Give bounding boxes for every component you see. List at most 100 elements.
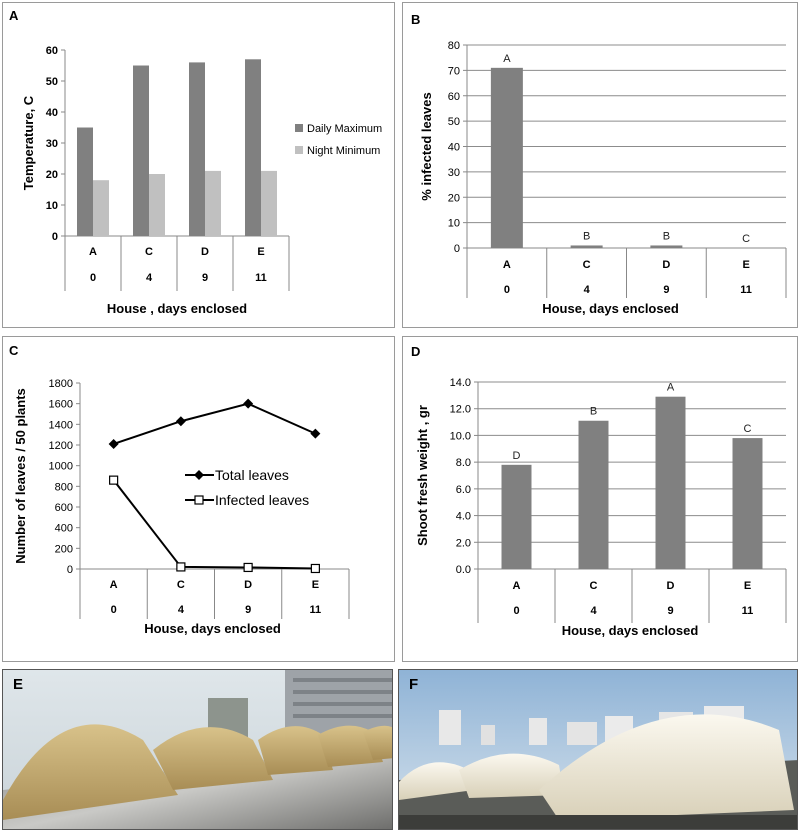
y-tick-label: 0: [52, 231, 58, 243]
y-tick-label: 40: [448, 142, 460, 154]
x-subcategory-label: 4: [178, 604, 185, 616]
x-subcategory-label: 9: [202, 272, 208, 284]
y-tick-label: 14.0: [450, 377, 471, 389]
chart-panel-d: D 0.0 2.0 4.0 6.0 8.0 10.0 12.0 14.0 A 0 C 4 D 9 E 11 Ho…: [402, 336, 798, 662]
x-subcategory-label: 4: [590, 605, 597, 617]
x-category-label: A: [513, 580, 521, 592]
y-axis-title: % infected leaves: [419, 92, 434, 200]
significance-label: A: [503, 53, 511, 65]
y-axis-title: Temperature, C: [21, 95, 36, 190]
data-point: [108, 438, 119, 449]
y-tick-label: 20: [46, 169, 58, 181]
legend-label: Total leaves: [215, 467, 289, 483]
y-tick-label: 1200: [49, 440, 73, 452]
y-tick-label: 60: [46, 45, 58, 57]
x-category-label: D: [662, 259, 670, 271]
series-line: [112, 479, 316, 570]
legend-swatch: [295, 146, 303, 154]
photo-panel-f: F: [398, 669, 798, 830]
y-tick-label: 30: [448, 167, 460, 179]
bar: [77, 127, 93, 236]
legend-marker: [194, 495, 204, 505]
x-category-label: D: [667, 580, 675, 592]
x-subcategory-label: 0: [504, 284, 510, 296]
y-tick-label: 10.0: [450, 430, 471, 442]
bar: [732, 438, 763, 569]
chart-a-svg: A 0 10 20 30 40 50 60 A 0 C 4 D 9 E 11 House , days enc…: [9, 8, 382, 316]
significance-label: A: [667, 382, 675, 394]
bar: [490, 67, 523, 249]
significance-label: C: [744, 423, 752, 435]
chart-c-svg: C 0 200 400 600 800 1000 1200 1400 1600 1800 A 0 C 4 D…: [9, 343, 350, 636]
y-tick-label: 4.0: [456, 511, 471, 523]
y-tick-label: 2.0: [456, 537, 471, 549]
significance-label: C: [742, 233, 750, 245]
data-point: [310, 563, 320, 574]
significance-label: B: [590, 406, 597, 418]
x-subcategory-label: 0: [513, 605, 519, 617]
y-tick-label: 12.0: [450, 404, 471, 416]
y-axis-title: Number of leaves / 50 plants: [13, 388, 28, 564]
bar: [189, 62, 205, 237]
data-point: [175, 416, 186, 427]
x-subcategory-label: 9: [245, 604, 251, 616]
x-subcategory-label: 0: [111, 604, 117, 616]
data-point: [176, 562, 186, 572]
greenhouse-tunnels-photo: [399, 670, 797, 829]
panel-letter: B: [411, 12, 420, 27]
y-tick-label: 40: [46, 107, 58, 119]
data-point: [310, 428, 321, 439]
bar: [93, 180, 109, 236]
bar: [578, 420, 609, 569]
y-tick-label: 50: [448, 116, 460, 128]
x-category-label: D: [244, 579, 252, 591]
x-subcategory-label: 11: [742, 605, 754, 617]
data-point: [243, 398, 254, 409]
y-tick-label: 10: [46, 200, 58, 212]
chart-panel-c: C 0 200 400 600 800 1000 1200 1400 1600 1800 A 0 C 4 D…: [2, 336, 395, 662]
x-axis-title: House, days enclosed: [542, 301, 679, 316]
y-tick-label: 200: [55, 543, 73, 555]
y-tick-label: 1800: [49, 378, 73, 390]
data-point: [109, 475, 119, 485]
x-category-label: E: [257, 246, 264, 258]
x-axis-title: House, days enclosed: [144, 621, 281, 636]
legend-label: Daily Maximum: [307, 123, 382, 135]
bar: [501, 464, 532, 569]
significance-label: B: [663, 230, 670, 242]
y-tick-label: 0: [67, 564, 73, 576]
y-tick-label: 800: [55, 481, 73, 493]
panel-letter: D: [411, 344, 420, 359]
y-tick-label: 6.0: [456, 484, 471, 496]
x-subcategory-label: 4: [146, 272, 153, 284]
bar: [261, 170, 277, 236]
chart-panel-b: B 0 10 20 30 40 50 60 70 80 A 0 C 4 D 9 E 11 House, days …: [402, 2, 798, 328]
significance-label: B: [583, 230, 590, 242]
legend-label: Night Minimum: [307, 145, 380, 157]
x-category-label: C: [583, 259, 591, 271]
y-tick-label: 60: [448, 91, 460, 103]
panel-letter: A: [9, 8, 19, 23]
x-subcategory-label: 11: [255, 272, 267, 284]
y-tick-label: 8.0: [456, 457, 471, 469]
x-subcategory-label: 0: [90, 272, 96, 284]
x-category-label: D: [201, 246, 209, 258]
y-tick-label: 400: [55, 523, 73, 535]
y-tick-label: 30: [46, 138, 58, 150]
x-category-label: E: [742, 259, 749, 271]
bar: [133, 65, 149, 236]
photo-panel-e: E: [2, 669, 393, 830]
legend-marker: [194, 470, 204, 480]
y-tick-label: 50: [46, 76, 58, 88]
x-category-label: C: [145, 246, 153, 258]
significance-label: D: [513, 450, 521, 462]
x-subcategory-label: 11: [740, 284, 752, 296]
y-tick-label: 1600: [49, 399, 73, 411]
y-tick-label: 1000: [49, 461, 73, 473]
x-category-label: A: [89, 246, 97, 258]
legend-label: Infected leaves: [215, 492, 309, 508]
x-subcategory-label: 11: [310, 604, 322, 616]
x-category-label: E: [312, 579, 319, 591]
y-axis-title: Shoot fresh weight , gr: [415, 405, 430, 546]
x-category-label: C: [590, 580, 598, 592]
